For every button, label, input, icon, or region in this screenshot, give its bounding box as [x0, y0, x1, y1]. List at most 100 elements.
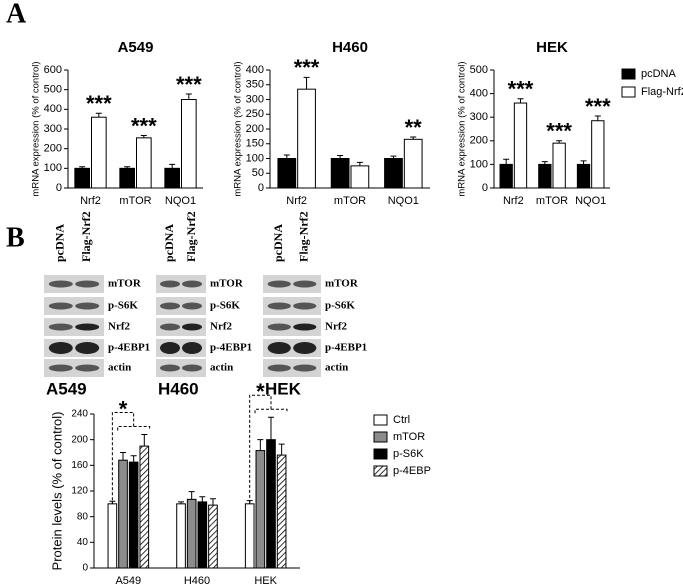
x-tick-label: Nrf2 — [80, 195, 101, 207]
y-tick-label: 200 — [246, 123, 264, 135]
legend-label: pcDNA — [641, 68, 677, 80]
blot-band — [267, 364, 291, 372]
blot-band — [75, 364, 100, 372]
error-bar — [130, 455, 137, 463]
error-bar — [169, 163, 176, 169]
row-label: Nrf2 — [325, 321, 347, 333]
row-label: actin — [325, 362, 348, 374]
blot-band — [182, 323, 202, 331]
significance: *** — [86, 91, 112, 116]
bar — [139, 445, 150, 569]
bar — [197, 501, 208, 569]
blot-band — [293, 342, 317, 354]
blot-band — [182, 302, 202, 310]
bar — [119, 167, 135, 189]
bar — [118, 459, 128, 569]
blot-title: HEK — [265, 379, 302, 398]
y-tick-label: 400 — [246, 64, 264, 76]
significance: * — [119, 396, 128, 421]
significance: *** — [131, 113, 157, 138]
bar — [591, 120, 605, 189]
y-tick-label: 50 — [252, 167, 264, 179]
error-bar — [120, 452, 127, 461]
error-bar — [556, 140, 563, 144]
error-bar — [410, 136, 417, 140]
row-label: p-S6K — [325, 300, 355, 312]
legend-swatch — [621, 68, 636, 80]
column-label: pcDNA — [53, 224, 67, 262]
column-label: Flag-Nrf2 — [184, 211, 198, 262]
y-tick-label: 0 — [482, 182, 488, 194]
x-tick-label: Nrf2 — [503, 195, 524, 207]
y-tick-label: 200 — [71, 434, 88, 445]
row-label: p-S6K — [108, 300, 138, 312]
chart-title: H460 — [332, 39, 368, 56]
significance: *** — [508, 77, 534, 102]
legend-swatch — [373, 448, 388, 460]
error-bar — [278, 443, 285, 456]
y-tick-label: 0 — [258, 182, 264, 194]
error-bar — [124, 166, 131, 169]
row-label: Nrf2 — [108, 321, 130, 333]
blot-band — [75, 280, 100, 288]
row-label: mTOR — [210, 278, 244, 290]
y-tick-label: 120 — [71, 486, 88, 497]
y-tick-label: 300 — [44, 123, 62, 135]
y-axis-label: Protein levels (% of control) — [49, 412, 64, 571]
y-tick-label: 400 — [470, 88, 488, 100]
column-label: Flag-Nrf2 — [297, 211, 311, 262]
blot-band — [293, 302, 317, 310]
legend-swatch — [373, 414, 388, 426]
row-label: p-4EBP1 — [325, 342, 367, 354]
x-tick-label: NQO1 — [575, 195, 606, 207]
y-tick-label: 200 — [44, 143, 62, 155]
significance: * — [256, 379, 265, 404]
blot-strip — [263, 275, 321, 293]
bar — [384, 158, 403, 189]
blot-band — [160, 342, 180, 354]
row-label: mTOR — [108, 278, 142, 290]
bar — [181, 99, 197, 189]
chart-title: A549 — [118, 39, 154, 56]
bar — [186, 498, 197, 569]
blot-band — [293, 364, 317, 372]
y-tick-label: 350 — [246, 79, 264, 91]
error-bar — [580, 160, 587, 165]
error-bar — [185, 93, 192, 100]
bar — [74, 167, 90, 189]
row-label: p-S6K — [210, 300, 240, 312]
blot-band — [267, 323, 291, 331]
x-tick-label: NQO1 — [388, 195, 419, 207]
significance: *** — [585, 94, 611, 119]
blot-band — [160, 323, 180, 331]
panel-label: B — [6, 222, 25, 253]
error-bar — [199, 496, 206, 502]
y-tick-label: 160 — [71, 460, 88, 471]
significance: *** — [176, 72, 202, 97]
y-tick-label: 40 — [77, 537, 89, 548]
bar — [499, 163, 513, 189]
legend-label: Flag-Nrf2 — [641, 86, 683, 98]
blot-band — [75, 323, 100, 331]
bar — [128, 461, 139, 569]
y-tick-label: 100 — [44, 162, 62, 174]
error-bar — [303, 76, 310, 90]
error-bar — [283, 154, 290, 159]
blot-strip — [263, 297, 321, 315]
x-tick-label: mTOR — [119, 195, 151, 207]
bar — [277, 158, 297, 189]
x-tick-label: NQO1 — [165, 195, 196, 207]
error-bar — [503, 158, 510, 165]
blot-band — [160, 364, 180, 372]
legend-swatch — [373, 465, 388, 477]
x-tick-label: mTOR — [536, 195, 568, 207]
y-tick-label: 150 — [246, 138, 264, 150]
blot-band — [160, 302, 180, 310]
bar — [350, 165, 370, 189]
significance: *** — [546, 119, 572, 144]
significance-bracket — [111, 412, 151, 504]
bar — [276, 454, 287, 569]
y-axis-label: mRNA expression (% of control) — [31, 61, 42, 196]
blot-band — [267, 302, 291, 310]
